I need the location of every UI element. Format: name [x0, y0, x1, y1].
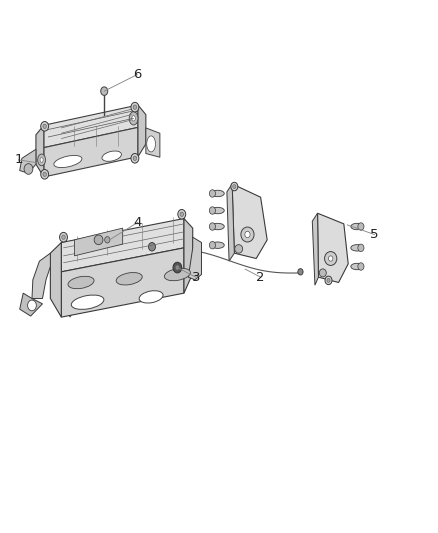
Circle shape [43, 124, 46, 128]
Circle shape [62, 235, 65, 239]
Circle shape [178, 209, 186, 219]
Ellipse shape [245, 231, 250, 238]
Polygon shape [50, 243, 61, 317]
Polygon shape [61, 248, 184, 317]
Circle shape [180, 212, 184, 216]
Ellipse shape [68, 276, 94, 289]
Circle shape [209, 241, 215, 249]
Circle shape [209, 223, 215, 230]
Ellipse shape [132, 116, 135, 121]
Ellipse shape [102, 151, 121, 161]
Circle shape [209, 190, 215, 197]
Circle shape [43, 172, 46, 176]
Text: 4: 4 [134, 216, 142, 229]
Polygon shape [312, 213, 318, 285]
Ellipse shape [211, 223, 224, 230]
Circle shape [358, 223, 364, 230]
Ellipse shape [40, 158, 43, 163]
Polygon shape [146, 128, 160, 157]
Ellipse shape [38, 154, 46, 166]
Circle shape [358, 263, 364, 270]
Ellipse shape [211, 242, 224, 248]
Circle shape [101, 87, 108, 95]
Ellipse shape [351, 223, 363, 230]
Ellipse shape [351, 245, 363, 251]
Circle shape [298, 269, 303, 275]
Polygon shape [32, 253, 50, 298]
Circle shape [131, 102, 139, 112]
Polygon shape [138, 105, 146, 157]
Circle shape [358, 244, 364, 252]
Circle shape [41, 169, 49, 179]
Ellipse shape [328, 256, 333, 261]
Ellipse shape [211, 207, 224, 214]
Ellipse shape [211, 190, 224, 197]
Polygon shape [184, 219, 193, 293]
Text: 6: 6 [133, 68, 141, 81]
Ellipse shape [105, 237, 110, 243]
Circle shape [209, 207, 215, 214]
Ellipse shape [235, 245, 243, 253]
Text: 2: 2 [256, 271, 265, 284]
Ellipse shape [28, 300, 36, 311]
Circle shape [175, 265, 180, 270]
Ellipse shape [71, 295, 104, 309]
Circle shape [325, 276, 332, 285]
Ellipse shape [129, 111, 138, 125]
Polygon shape [66, 306, 77, 317]
Circle shape [60, 232, 67, 242]
Ellipse shape [147, 136, 155, 152]
Ellipse shape [164, 268, 191, 281]
Polygon shape [20, 149, 36, 173]
Circle shape [133, 105, 137, 109]
Ellipse shape [54, 156, 82, 167]
Circle shape [231, 182, 238, 191]
Polygon shape [188, 237, 201, 280]
Circle shape [41, 122, 49, 131]
Polygon shape [61, 219, 184, 272]
Polygon shape [227, 184, 234, 261]
Ellipse shape [94, 235, 103, 245]
Ellipse shape [325, 252, 337, 265]
Polygon shape [318, 213, 348, 282]
Ellipse shape [241, 227, 254, 242]
Circle shape [133, 156, 137, 160]
Ellipse shape [139, 290, 163, 303]
Polygon shape [232, 184, 267, 259]
Circle shape [24, 164, 33, 174]
Text: 3: 3 [191, 271, 200, 284]
Ellipse shape [116, 272, 142, 285]
Polygon shape [44, 105, 138, 148]
Circle shape [131, 154, 139, 163]
Circle shape [148, 243, 155, 251]
Ellipse shape [319, 269, 326, 277]
Polygon shape [44, 127, 138, 177]
Polygon shape [20, 293, 42, 316]
Circle shape [173, 262, 182, 273]
Circle shape [327, 278, 330, 282]
Text: 5: 5 [370, 228, 379, 241]
Polygon shape [74, 228, 123, 256]
Text: 1: 1 [14, 154, 23, 166]
Ellipse shape [351, 263, 363, 270]
Polygon shape [36, 125, 44, 177]
Circle shape [233, 184, 236, 189]
